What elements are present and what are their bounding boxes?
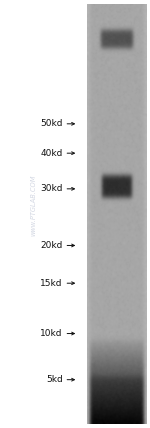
Text: 40kd: 40kd [40, 149, 63, 158]
Text: 5kd: 5kd [46, 375, 63, 384]
Text: 10kd: 10kd [40, 329, 63, 338]
Text: 50kd: 50kd [40, 119, 63, 128]
Text: 15kd: 15kd [40, 279, 63, 288]
Text: www.PTGLAB.COM: www.PTGLAB.COM [30, 175, 36, 236]
Text: 20kd: 20kd [40, 241, 63, 250]
Text: 30kd: 30kd [40, 184, 63, 193]
